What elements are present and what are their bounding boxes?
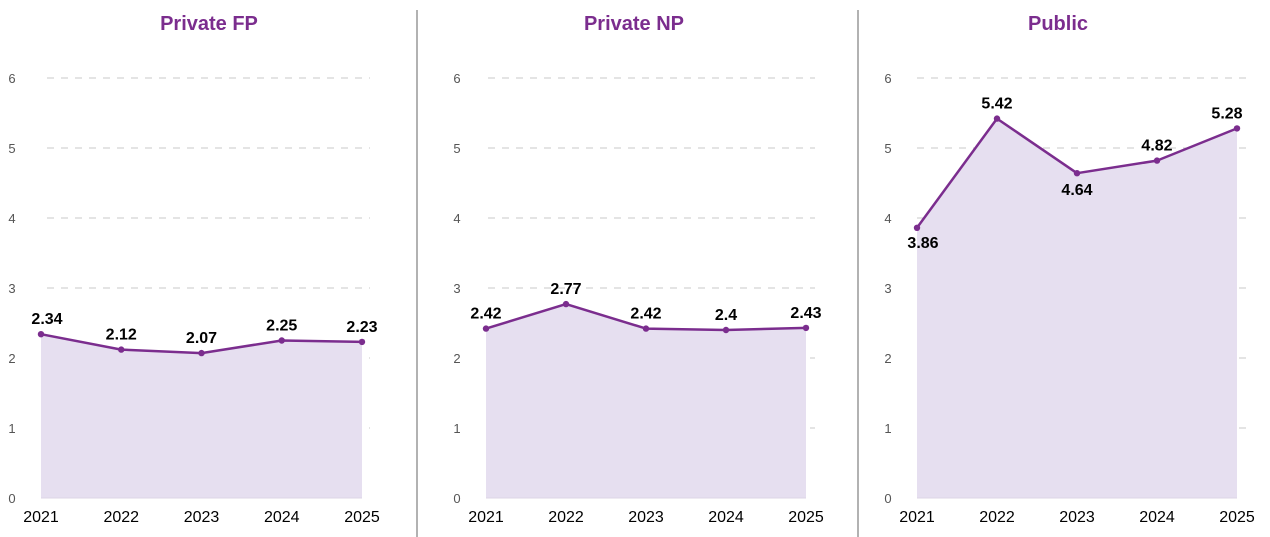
chart-title: Private FP — [160, 13, 258, 35]
x-tick-label: 2024 — [1139, 509, 1175, 526]
data-point — [1073, 170, 1081, 177]
data-point — [913, 224, 921, 231]
y-tick-label: 0 — [453, 491, 460, 506]
x-tick-label: 2021 — [468, 509, 504, 526]
data-point — [1233, 125, 1241, 132]
data-label: 3.86 — [907, 235, 938, 252]
y-tick-label: 0 — [884, 491, 891, 506]
y-tick-label: 3 — [8, 281, 15, 296]
data-point — [1153, 157, 1161, 164]
data-label: 2.43 — [790, 305, 821, 322]
x-tick-label: 2022 — [103, 509, 139, 526]
data-label: 4.82 — [1141, 138, 1172, 155]
y-tick-label: 4 — [884, 211, 891, 226]
y-tick-label: 1 — [884, 421, 891, 436]
x-tick-label: 2024 — [708, 509, 744, 526]
data-point — [482, 325, 490, 332]
y-tick-label: 4 — [8, 211, 15, 226]
x-tick-label: 2025 — [344, 509, 380, 526]
y-tick-label: 2 — [453, 351, 460, 366]
data-point — [802, 324, 810, 332]
data-label: 2.25 — [266, 318, 297, 335]
y-tick-label: 1 — [453, 421, 460, 436]
data-label: 5.42 — [981, 96, 1012, 113]
y-tick-label: 5 — [8, 141, 15, 156]
data-point — [198, 349, 205, 357]
chart-panel-1: Private FP 0 1 2 3 4 5 6 2.34 2021 2.12 2022 2.07 202… — [8, 13, 380, 526]
y-tick-label: 1 — [8, 421, 15, 436]
data-label: 4.64 — [1061, 182, 1092, 199]
chart-panel-3: Public 0 1 2 3 4 5 6 3.86 2021 5.42 2022 4.64 2023 4.8… — [884, 13, 1255, 526]
data-point — [722, 326, 730, 334]
data-label: 2.23 — [346, 319, 377, 336]
data-label: 2.42 — [470, 306, 501, 323]
data-label: 2.77 — [550, 281, 581, 298]
data-point — [278, 337, 285, 344]
area-fill — [917, 118, 1237, 498]
y-tick-label: 3 — [884, 281, 891, 296]
x-tick-label: 2021 — [899, 509, 935, 526]
data-point — [37, 331, 45, 338]
area-fill — [486, 304, 806, 498]
data-label: 2.12 — [106, 327, 137, 344]
x-tick-label: 2022 — [979, 509, 1015, 526]
chart-panel-2: Private NP 0 1 2 3 4 5 6 2.42 2021 2.77 2022 2.42 202… — [453, 13, 824, 526]
x-tick-label: 2024 — [264, 509, 300, 526]
data-point — [118, 346, 125, 353]
y-tick-label: 6 — [884, 71, 891, 86]
y-tick-label: 6 — [453, 71, 460, 86]
data-point — [993, 115, 1001, 122]
data-point — [642, 325, 650, 332]
x-tick-label: 2023 — [628, 509, 664, 526]
data-label: 2.42 — [630, 306, 661, 323]
y-tick-label: 5 — [453, 141, 460, 156]
data-label: 5.28 — [1211, 105, 1242, 122]
y-tick-label: 2 — [8, 351, 15, 366]
y-tick-label: 3 — [453, 281, 460, 296]
y-tick-label: 6 — [8, 71, 15, 86]
x-tick-label: 2022 — [548, 509, 584, 526]
x-tick-label: 2025 — [1219, 509, 1255, 526]
x-tick-label: 2023 — [1059, 509, 1095, 526]
x-tick-label: 2021 — [23, 509, 59, 526]
data-label: 2.4 — [715, 307, 737, 324]
y-tick-label: 0 — [8, 491, 15, 506]
data-label: 2.34 — [31, 311, 62, 328]
x-tick-label: 2025 — [788, 509, 824, 526]
data-label: 2.07 — [186, 330, 217, 347]
data-point — [562, 300, 570, 308]
area-fill — [41, 334, 362, 498]
y-tick-label: 5 — [884, 141, 891, 156]
y-tick-label: 4 — [453, 211, 460, 226]
chart-title: Private NP — [584, 13, 684, 35]
y-tick-label: 2 — [884, 351, 891, 366]
data-point — [358, 338, 366, 346]
x-tick-label: 2023 — [184, 509, 220, 526]
chart-title: Public — [1028, 13, 1088, 35]
